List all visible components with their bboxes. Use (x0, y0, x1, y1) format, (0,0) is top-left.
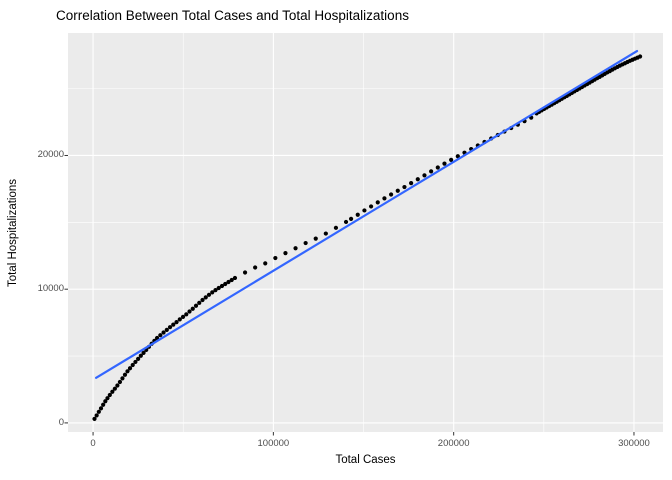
scatter-point (242, 270, 248, 275)
scatter-point (395, 188, 400, 193)
scatter-point (130, 362, 135, 368)
scatter-point (125, 369, 130, 374)
scatter-point (263, 261, 268, 266)
scatter-point (303, 240, 308, 246)
scatter-point (180, 314, 186, 319)
scatter-point (226, 279, 231, 285)
scatter-point (442, 161, 447, 166)
scatter-point (283, 250, 288, 256)
scatter-point (210, 290, 215, 295)
scatter-point (112, 386, 117, 391)
scatter-point (223, 281, 228, 287)
scatter-point (184, 312, 189, 317)
scatter-point (455, 154, 460, 159)
scatter-point (229, 277, 234, 283)
scatter-point (313, 236, 318, 241)
scatter-point (435, 165, 440, 170)
scatter-points (92, 54, 643, 421)
scatter-point (164, 327, 169, 332)
scatter-point (133, 359, 138, 365)
scatter-point (362, 208, 367, 213)
scatter-point (382, 196, 387, 201)
scatter-point (122, 372, 128, 377)
scatter-point (117, 379, 123, 385)
scatter-point (429, 169, 434, 174)
scatter-point (158, 333, 163, 338)
scatter-point (127, 366, 133, 371)
scatter-point (167, 325, 173, 330)
scatter-point (187, 309, 192, 314)
scatter-point (213, 288, 218, 293)
scatter-point (177, 317, 182, 322)
scatter-point (120, 376, 125, 381)
scatter-point (110, 389, 115, 394)
chart-title: Correlation Between Total Cases and Tota… (56, 8, 409, 23)
scatter-point (368, 204, 374, 209)
scatter-point (343, 219, 349, 225)
scatter-point (449, 157, 454, 162)
scatter-point (101, 402, 106, 407)
scatter-point (219, 283, 225, 289)
scatter-point (389, 192, 394, 197)
scatter-point (200, 297, 205, 303)
scatter-point (141, 350, 146, 355)
scatter-point (402, 184, 407, 190)
scatter-point (105, 396, 110, 401)
scatter-point (203, 295, 208, 300)
scatter-point (638, 54, 643, 59)
scatter-point (232, 275, 238, 281)
x-tick-label: 300000 (618, 438, 650, 449)
scatter-point (96, 409, 101, 414)
x-axis-title: Total Cases (335, 454, 396, 466)
trend-line (95, 49, 639, 379)
scatter-point (409, 181, 414, 186)
scatter-point (98, 406, 104, 411)
scatter-point (216, 285, 221, 291)
scatter-point (193, 303, 199, 308)
scatter-point (154, 335, 160, 341)
scatter-point (422, 173, 427, 178)
scatter-point (174, 319, 179, 325)
scatter-point (161, 330, 166, 335)
plot-panel (68, 33, 663, 432)
scatter-point (138, 353, 143, 358)
scatter-point (197, 300, 202, 305)
scatter-point (92, 416, 97, 421)
scatter-point (333, 225, 339, 230)
scatter-point (206, 292, 212, 297)
scatter-point (171, 322, 176, 327)
scatter-point (323, 231, 328, 236)
scatter-point (94, 413, 99, 418)
scatter-point (355, 212, 360, 217)
scatter-point (415, 177, 420, 182)
scatter-point (348, 216, 354, 221)
scatter-point (273, 255, 278, 261)
x-tick-label: 0 (90, 438, 96, 449)
scatter-point (103, 399, 108, 404)
y-tick-label: 0 (58, 416, 64, 428)
scatter-point (115, 383, 120, 388)
x-tick-label: 200000 (437, 438, 470, 449)
x-tick-label: 100000 (257, 438, 290, 449)
scatter-point (375, 200, 380, 205)
scatter-point (107, 392, 112, 398)
scatter-point (293, 246, 298, 251)
y-tick-label: 10000 (37, 283, 64, 295)
scatter-point (136, 356, 141, 361)
scatter-point (253, 265, 258, 270)
y-tick-label: 20000 (37, 149, 64, 161)
scatter-point (190, 306, 195, 311)
